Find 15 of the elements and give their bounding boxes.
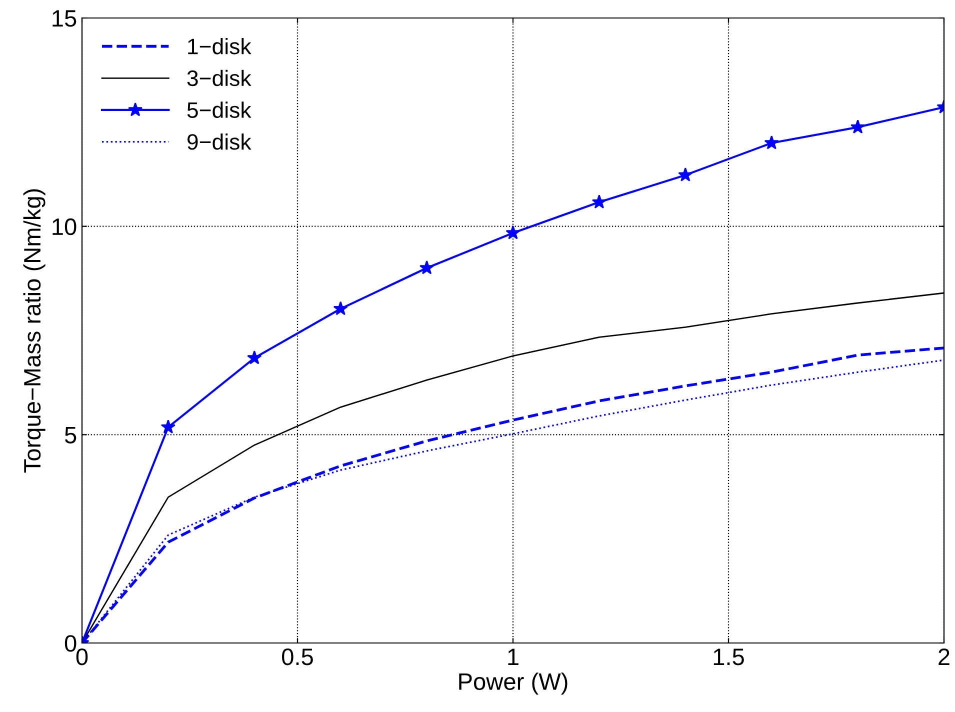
legend-label: 5−disk <box>187 102 252 118</box>
x-tick-label: 2 <box>938 648 950 665</box>
y-tick-label: 5 <box>64 426 76 444</box>
y-axis-title: Torque−Mass ratio (Nm/kg) <box>23 189 46 473</box>
x-tick-label: 1.5 <box>714 648 744 666</box>
y-tick-label: 15 <box>52 10 76 27</box>
x-tick-label: 0.5 <box>282 648 313 666</box>
y-tick-label: 0 <box>64 635 76 652</box>
legend-label: 1−disk <box>188 38 252 54</box>
x-tick-label: 1 <box>508 648 518 665</box>
legend-label: 3−disk <box>187 70 252 86</box>
legend-label: 9−disk <box>187 133 252 150</box>
x-axis-title: Power (W) <box>459 672 568 695</box>
x-tick-label: 0 <box>76 648 88 666</box>
y-tick-label: 10 <box>52 218 76 236</box>
